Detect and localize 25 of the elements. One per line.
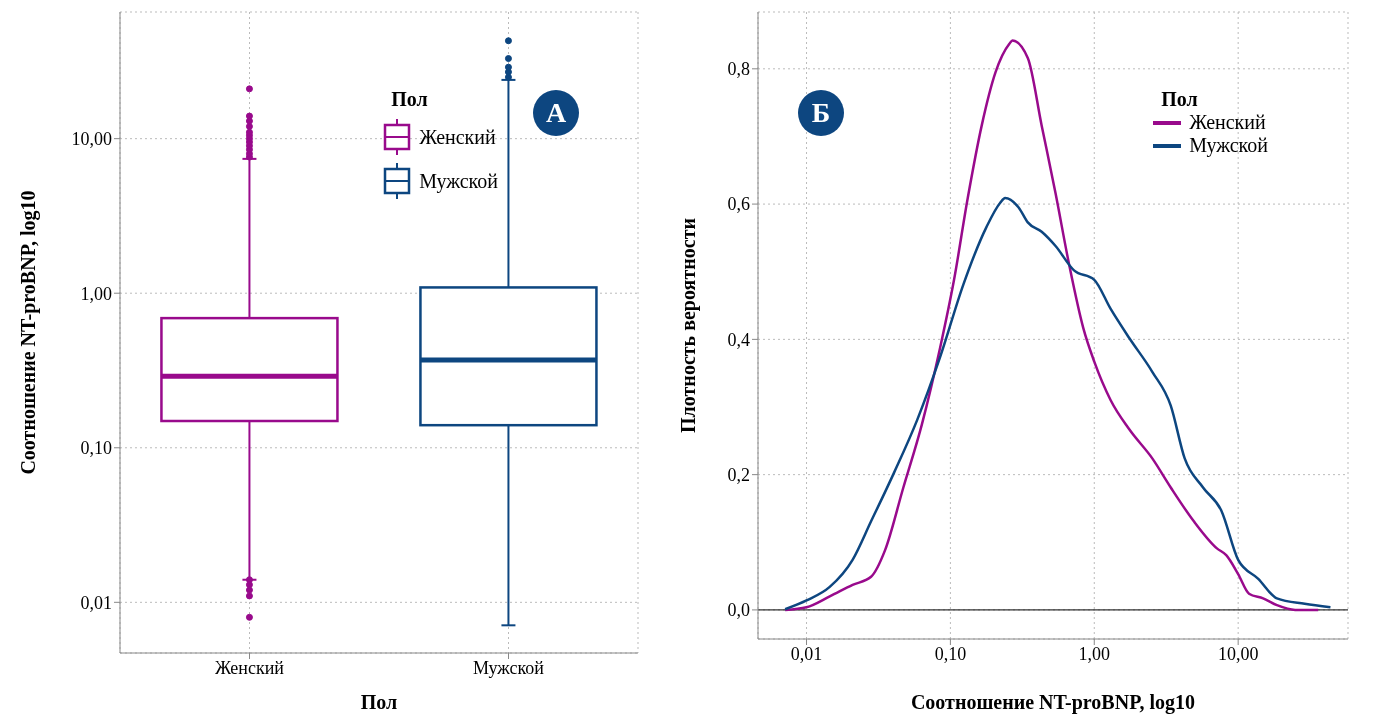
x-tick-label: 0,10 xyxy=(934,643,967,664)
y-tick-label: 0,0 xyxy=(727,600,750,621)
y-tick-label: 0,01 xyxy=(80,592,112,613)
y-axis-title: Соотношение NT-proBNP, log10 xyxy=(17,190,41,475)
y-tick-label: 1,00 xyxy=(80,283,112,304)
y-axis-title: Плотность вероятности xyxy=(677,218,701,433)
legend-label: Мужской xyxy=(1189,134,1268,157)
circle-badge: А xyxy=(533,90,579,136)
x-tick-label: 10,00 xyxy=(1217,643,1259,664)
y-tick-label: 0,10 xyxy=(80,438,112,459)
y-tick-label: 0,8 xyxy=(727,59,750,80)
y-tick-label: 0,4 xyxy=(727,329,750,350)
legend-label: Женский xyxy=(419,125,496,149)
y-tick-label: 10,00 xyxy=(71,129,112,150)
x-tick-label: 1,00 xyxy=(1078,643,1111,664)
y-tick-label: 0,6 xyxy=(727,194,750,215)
y-tick-label: 0,2 xyxy=(727,465,750,486)
x-tick-label: 0,01 xyxy=(790,643,823,664)
legend-title: Пол xyxy=(1161,88,1199,111)
legend-label: Мужской xyxy=(419,169,498,193)
x-axis-title: Соотношение NT-proBNP, log10 xyxy=(910,691,1196,714)
x-axis-title: Пол xyxy=(360,691,398,713)
circle-badge: Б xyxy=(798,90,844,136)
legend-label: Женский xyxy=(1189,111,1266,134)
legend-title: Пол xyxy=(391,88,429,111)
